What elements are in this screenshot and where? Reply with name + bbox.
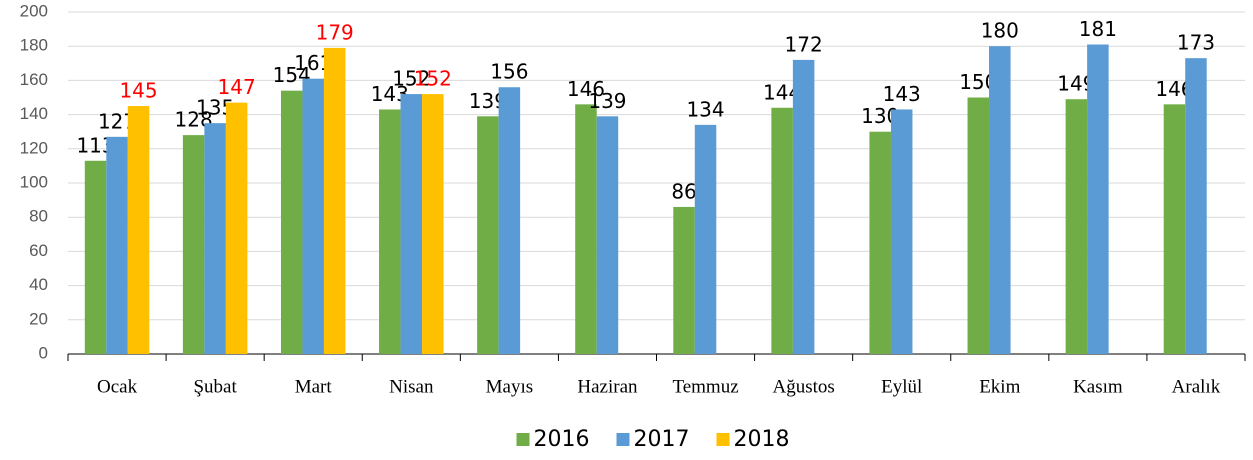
data-label: 156 <box>490 60 528 84</box>
data-label: 181 <box>1079 17 1117 41</box>
x-tick-label: Şubat <box>193 376 237 397</box>
x-tick-label: Eylül <box>881 376 922 397</box>
x-tick-label: Ekim <box>979 376 1020 397</box>
y-tick-label: 140 <box>20 104 48 123</box>
bar <box>323 47 346 354</box>
bar <box>771 107 793 354</box>
bar <box>127 106 150 354</box>
data-label: 172 <box>785 32 823 56</box>
bar <box>379 109 401 354</box>
data-label: 86 <box>671 179 696 203</box>
bar <box>989 46 1011 354</box>
bar <box>575 104 597 354</box>
data-label: 134 <box>686 97 724 121</box>
y-tick-label: 0 <box>39 343 48 362</box>
legend-label: 2018 <box>734 427 790 452</box>
y-tick-label: 120 <box>20 138 48 157</box>
bar <box>869 131 891 354</box>
bar <box>280 90 303 354</box>
data-label: 128 <box>175 108 213 132</box>
x-tick-label: Aralık <box>1172 376 1221 397</box>
data-label: 147 <box>218 75 256 99</box>
bar <box>422 94 444 354</box>
bar <box>967 97 990 354</box>
bar <box>400 94 423 354</box>
legend-label: 2017 <box>634 427 690 452</box>
bar <box>1163 104 1186 354</box>
bar <box>1087 44 1109 355</box>
bar <box>182 135 205 354</box>
bar <box>890 109 913 354</box>
x-tick-label: Mart <box>295 376 333 397</box>
bar <box>498 87 521 355</box>
bar <box>106 136 128 354</box>
data-label: 146 <box>567 77 605 101</box>
legend-swatch <box>516 433 530 446</box>
bar <box>477 116 499 354</box>
data-label: 173 <box>1177 31 1215 55</box>
x-tick-label: Ağustos <box>772 376 834 397</box>
data-label: 179 <box>316 20 354 44</box>
x-tick-label: Temmuz <box>672 376 738 397</box>
y-tick-label: 60 <box>29 241 48 260</box>
y-tick-label: 40 <box>29 275 48 294</box>
legend-label: 2016 <box>534 427 590 452</box>
y-tick-label: 80 <box>29 207 48 226</box>
x-tick-label: Kasım <box>1073 376 1123 397</box>
y-tick-label: 180 <box>20 36 48 55</box>
bar <box>673 206 695 354</box>
data-label: 152 <box>392 67 430 91</box>
bar <box>225 102 248 354</box>
y-tick-label: 160 <box>20 70 48 89</box>
legend-swatch <box>716 433 730 446</box>
bar <box>792 59 815 354</box>
data-label: 145 <box>119 79 157 103</box>
bar <box>302 78 324 354</box>
y-tick-label: 200 <box>20 1 48 20</box>
bar <box>204 123 226 355</box>
bar <box>694 124 717 354</box>
bar <box>596 116 619 354</box>
bar <box>1185 58 1207 355</box>
data-label: 143 <box>883 82 921 106</box>
x-tick-label: Haziran <box>577 376 638 397</box>
bar <box>84 160 107 354</box>
data-label: 139 <box>588 89 626 113</box>
y-tick-label: 20 <box>29 309 48 328</box>
legend-swatch <box>616 433 630 446</box>
y-tick-label: 100 <box>20 172 48 191</box>
x-tick-label: Mayıs <box>486 376 534 397</box>
x-tick-label: Nisan <box>389 376 434 397</box>
data-label: 152 <box>414 67 452 91</box>
bar <box>1065 99 1088 355</box>
x-tick-label: Ocak <box>97 376 138 397</box>
data-label: 180 <box>981 19 1019 43</box>
